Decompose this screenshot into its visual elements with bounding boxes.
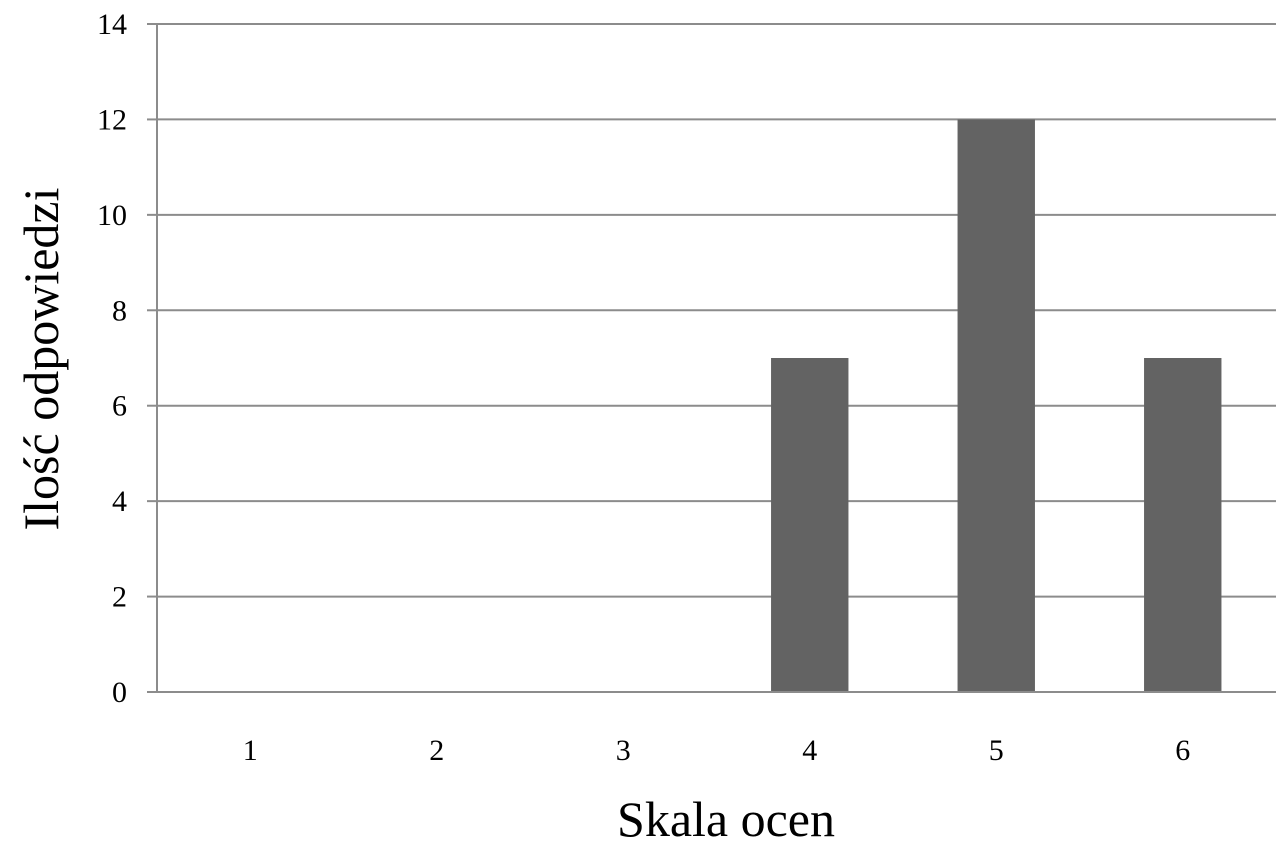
gridlines bbox=[147, 23, 1276, 693]
y-tick-label-10: 10 bbox=[97, 199, 127, 232]
x-tick-label-4: 4 bbox=[802, 734, 817, 767]
x-tick-labels: 1 2 3 4 5 6 bbox=[243, 734, 1191, 767]
y-tick-label-4: 4 bbox=[112, 485, 127, 518]
x-tick-label-1: 1 bbox=[243, 734, 258, 767]
y-tick-label-12: 12 bbox=[97, 103, 127, 136]
y-tick-label-2: 2 bbox=[112, 581, 127, 614]
y-tick-label-6: 6 bbox=[112, 390, 127, 423]
bar-5 bbox=[957, 119, 1035, 692]
bars bbox=[771, 119, 1222, 692]
y-tick-label-0: 0 bbox=[112, 676, 127, 709]
x-tick-label-2: 2 bbox=[429, 734, 444, 767]
x-tick-label-3: 3 bbox=[616, 734, 631, 767]
y-tick-label-14: 14 bbox=[97, 8, 127, 41]
x-tick-label-5: 5 bbox=[989, 734, 1004, 767]
y-tick-labels: 0 2 4 6 8 10 12 14 bbox=[97, 8, 127, 709]
x-tick-label-6: 6 bbox=[1175, 734, 1190, 767]
y-tick-label-8: 8 bbox=[112, 294, 127, 327]
bar-4 bbox=[771, 358, 849, 692]
axes bbox=[147, 24, 1276, 693]
x-axis-title: Skala ocen bbox=[617, 791, 835, 842]
bar-6 bbox=[1144, 358, 1222, 692]
y-axis-title: Ilość odpowiedzi bbox=[13, 188, 69, 531]
